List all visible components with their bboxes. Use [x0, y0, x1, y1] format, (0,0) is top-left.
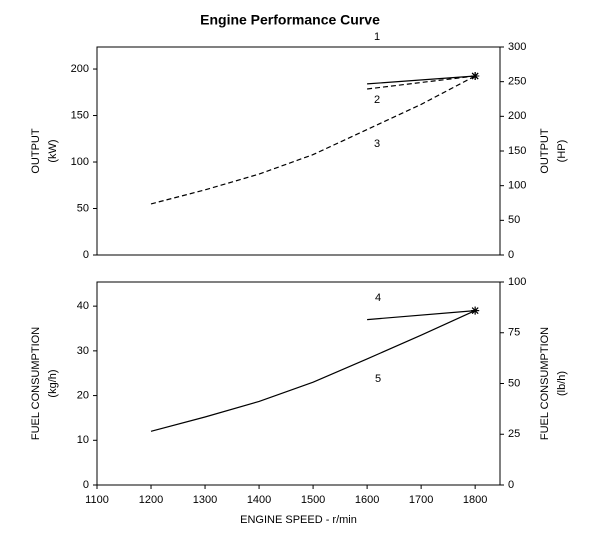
- y2-tick-label: 50: [508, 214, 520, 226]
- series-label: 5: [375, 373, 381, 385]
- y-tick-label: 20: [77, 389, 89, 401]
- end-marker: [471, 72, 480, 81]
- y-tick-label: 100: [71, 156, 89, 168]
- y-axis-label: OUTPUT: [30, 128, 42, 174]
- series-label: 3: [374, 138, 380, 150]
- x-tick-label: 1400: [247, 494, 271, 506]
- x-tick-label: 1300: [193, 494, 217, 506]
- series-line: [150, 75, 476, 205]
- y2-axis-label: (HP): [556, 140, 568, 163]
- y-tick-label: 50: [77, 202, 89, 214]
- x-tick-label: 1200: [139, 494, 163, 506]
- y-tick-label: 40: [77, 300, 89, 312]
- y2-tick-label: 200: [508, 110, 526, 122]
- y-tick-label: 200: [71, 63, 89, 75]
- x-tick-label: 1500: [301, 494, 325, 506]
- y2-axis-label: OUTPUT: [539, 128, 551, 174]
- y2-tick-label: 250: [508, 76, 526, 88]
- y2-tick-label: 100: [508, 180, 526, 192]
- series-label: 1: [374, 31, 380, 43]
- chart-title: Engine Performance Curve: [200, 12, 380, 28]
- y-tick-label: 30: [77, 345, 89, 357]
- y2-tick-label: 0: [508, 479, 514, 491]
- y-axis-label: FUEL CONSUMPTION: [30, 327, 42, 440]
- y-tick-label: 0: [83, 249, 89, 261]
- x-tick-label: 1100: [85, 494, 109, 506]
- y2-tick-label: 100: [508, 276, 526, 288]
- y-tick-label: 150: [71, 109, 89, 121]
- series-line: [367, 310, 476, 321]
- y2-tick-label: 300: [508, 41, 526, 53]
- series-line: [367, 75, 476, 85]
- y2-axis-label: FUEL CONSUMPTION: [539, 327, 551, 440]
- y2-axis-label: (lb/h): [556, 371, 568, 396]
- x-tick-label: 1700: [409, 494, 433, 506]
- y-axis-label: (kg/h): [47, 369, 59, 397]
- x-tick-label: 1800: [463, 494, 487, 506]
- y2-tick-label: 50: [508, 377, 520, 389]
- series-line: [150, 310, 476, 432]
- plot-frame: [96, 281, 501, 486]
- y2-tick-label: 25: [508, 428, 520, 440]
- y2-tick-label: 150: [508, 145, 526, 157]
- series-label: 2: [374, 94, 380, 106]
- end-marker: [471, 306, 480, 315]
- x-tick-label: 1600: [355, 494, 379, 506]
- x-axis-label: ENGINE SPEED - r/min: [240, 514, 357, 526]
- series-line: [367, 75, 476, 90]
- y-tick-label: 0: [83, 479, 89, 491]
- series-label: 4: [375, 292, 381, 304]
- y-axis-label: (kW): [47, 139, 59, 162]
- y2-tick-label: 0: [508, 249, 514, 261]
- y-tick-label: 10: [77, 434, 89, 446]
- y2-tick-label: 75: [508, 327, 520, 339]
